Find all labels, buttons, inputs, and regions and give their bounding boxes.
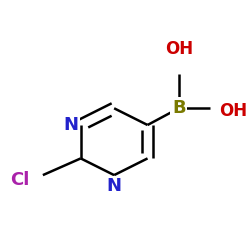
Text: N: N <box>107 177 122 195</box>
Text: B: B <box>172 99 186 117</box>
Text: N: N <box>64 116 78 134</box>
Text: Cl: Cl <box>10 170 29 188</box>
Text: OH: OH <box>219 102 247 119</box>
Text: OH: OH <box>165 40 193 58</box>
